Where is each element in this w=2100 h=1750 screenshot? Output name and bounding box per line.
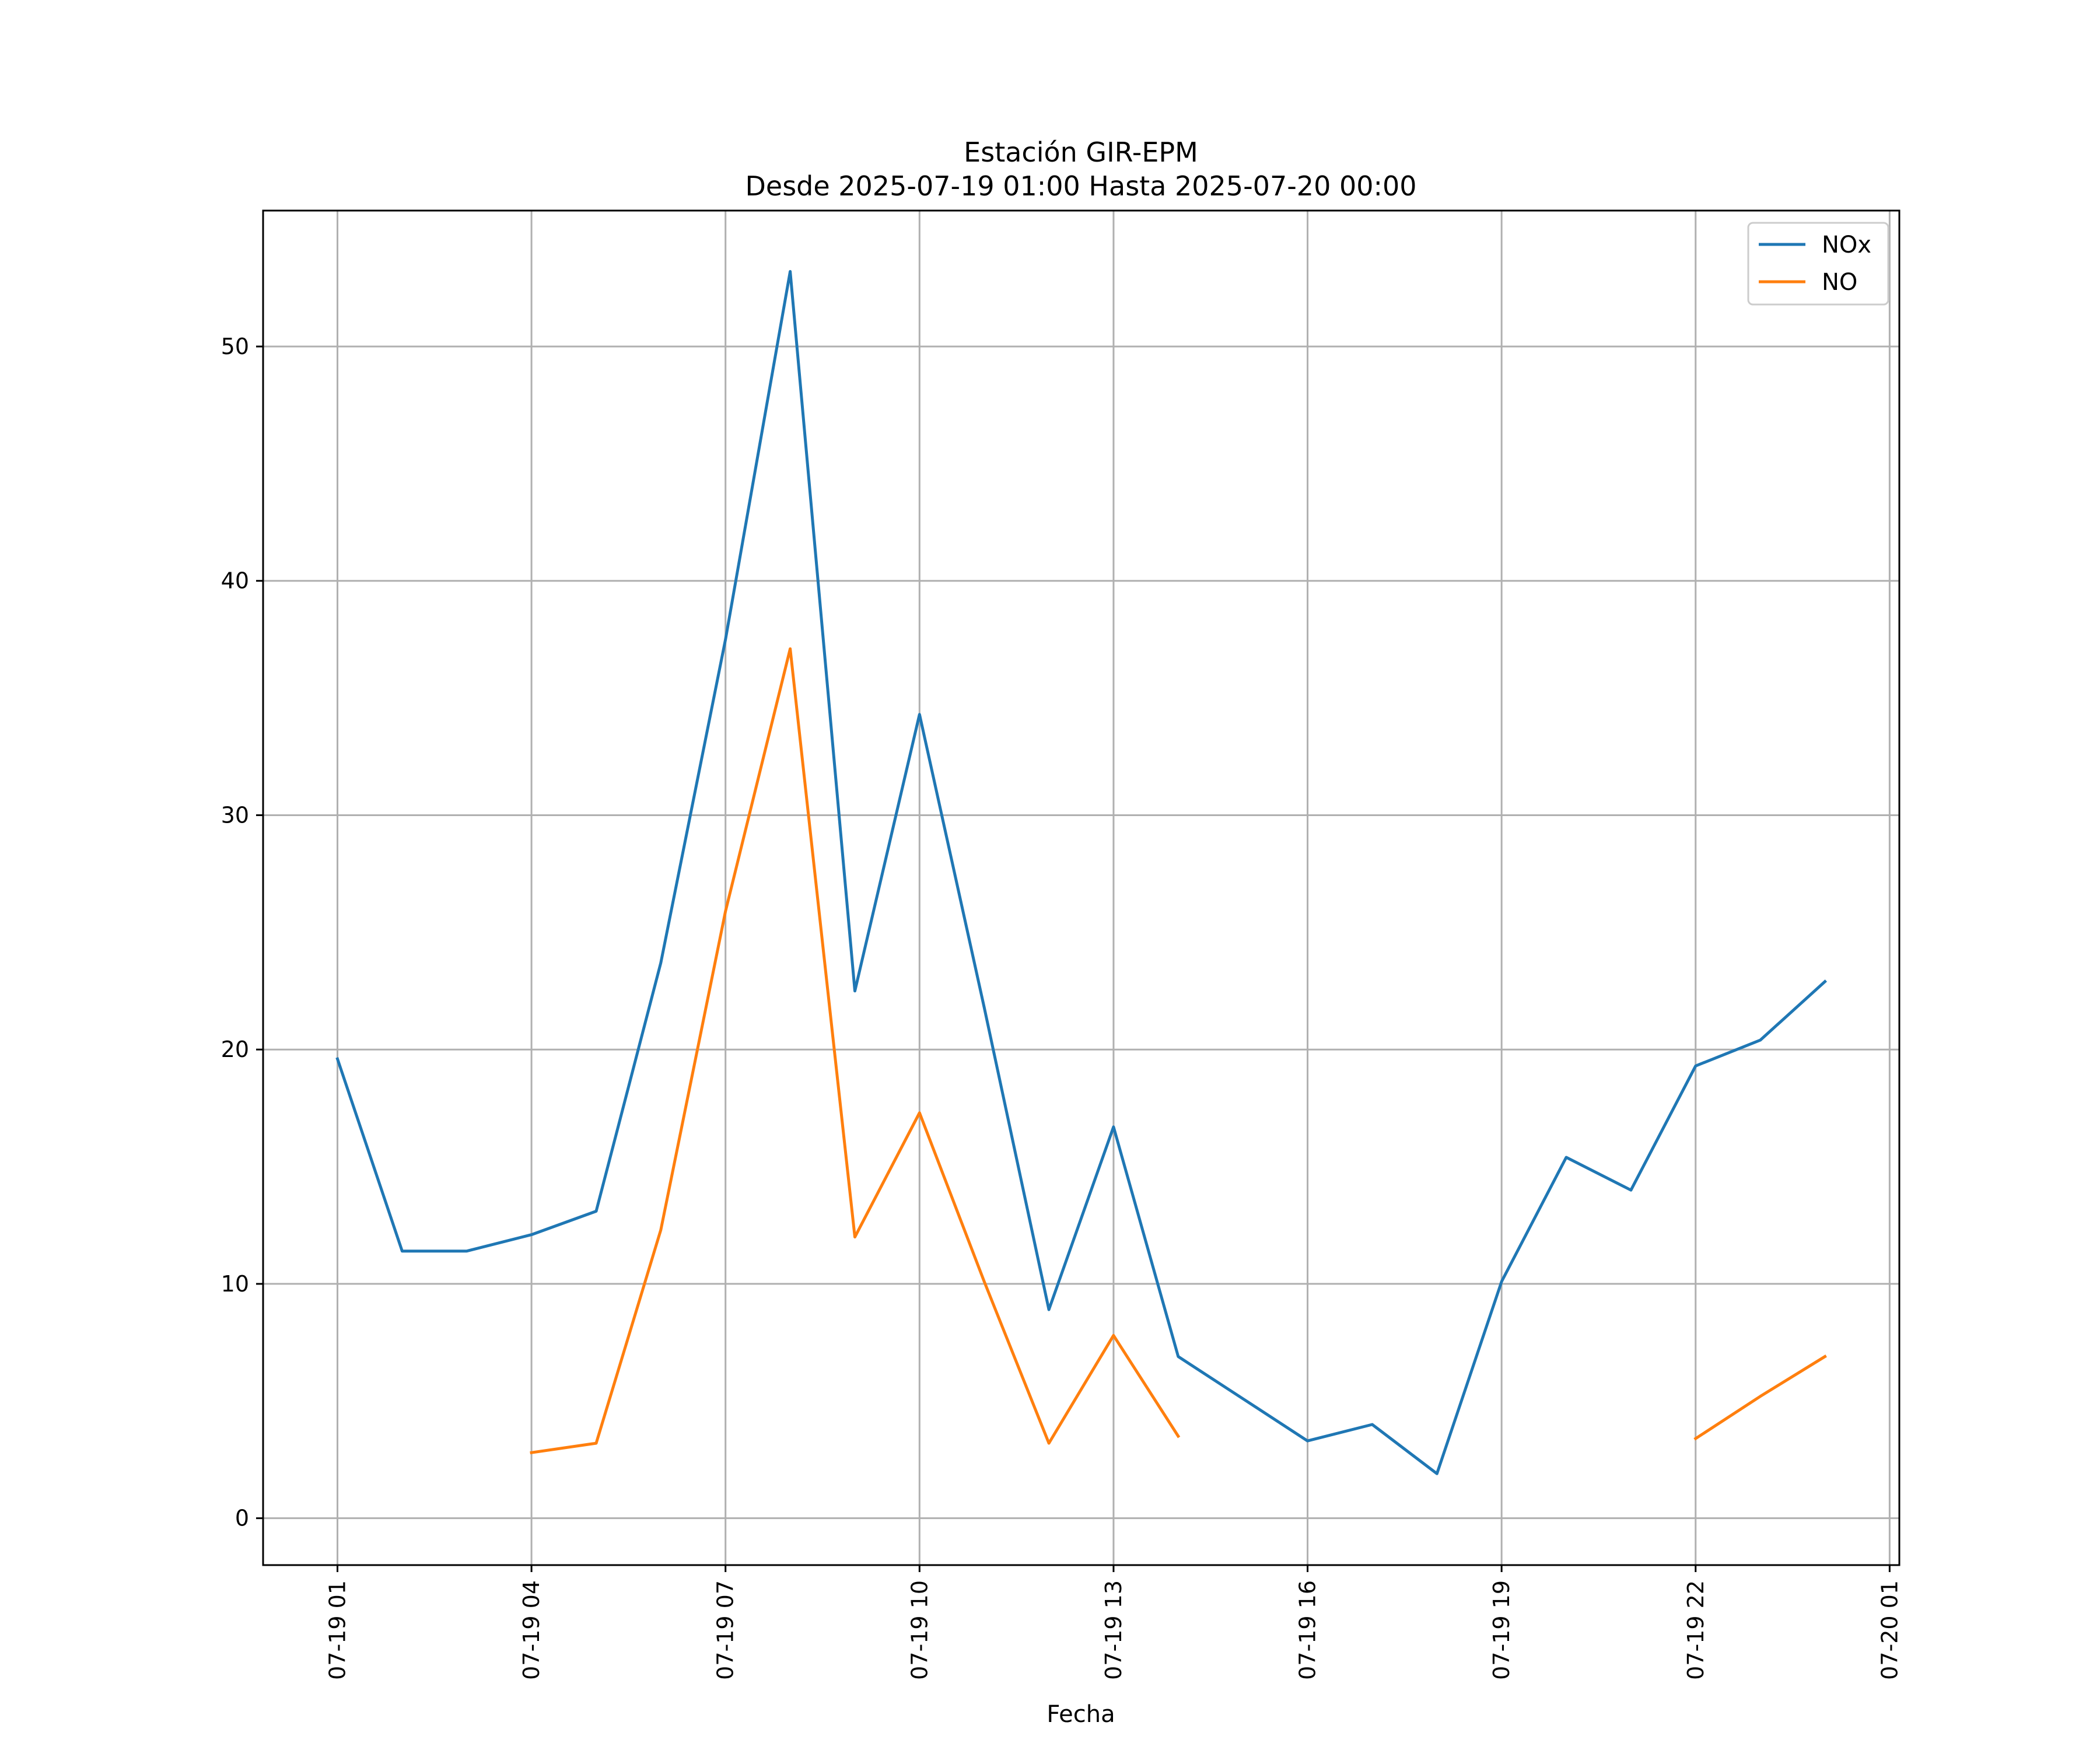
y-axis-ticks: 0 10 20 30 40 50 [221,334,263,1531]
plot-area: 07-19 01 07-19 04 07-19 07 07-19 10 07-19 13… [221,209,1902,1680]
x-axis-ticks: 07-19 01 07-19 04 07-19 07 07-19 10 07-19 13… [325,1565,1902,1680]
x-tick-label: 07-20 01 [1877,1580,1902,1680]
series-line-nox [335,270,1828,1475]
plot-frame [262,209,1901,1566]
x-tick-label: 07-19 16 [1295,1580,1321,1680]
series-line-no [530,647,1181,1455]
y-tick-label: 10 [221,1271,249,1297]
x-tick-label: 07-19 04 [519,1580,544,1680]
y-tick-label: 30 [221,802,249,828]
series-line-no [1693,1354,1827,1441]
x-tick-label: 07-19 07 [713,1580,738,1680]
x-tick-label: 07-19 13 [1101,1580,1126,1680]
y-tick-label: 50 [221,334,249,359]
y-tick-label: 0 [235,1506,249,1531]
y-tick-label: 40 [221,568,249,594]
x-axis-label: Fecha [1046,1701,1115,1728]
plot-background [263,211,1899,1565]
y-tick-label: 20 [221,1037,249,1062]
x-tick-label: 07-19 19 [1489,1580,1514,1680]
chart-subtitle: Desde 2025-07-19 01:00 Hasta 2025-07-20 … [745,170,1416,202]
chart-title: Estación GIR-EPM [964,136,1198,168]
x-tick-label: 07-19 22 [1683,1580,1709,1680]
legend-label-no: NO [1822,269,1857,296]
series-lines [335,270,1828,1475]
x-tick-label: 07-19 01 [325,1580,351,1680]
legend-label-nox: NOx [1822,232,1871,258]
legend: NOx NO [1747,222,1889,306]
x-tick-label: 07-19 10 [907,1580,932,1680]
grid [263,211,1899,1565]
